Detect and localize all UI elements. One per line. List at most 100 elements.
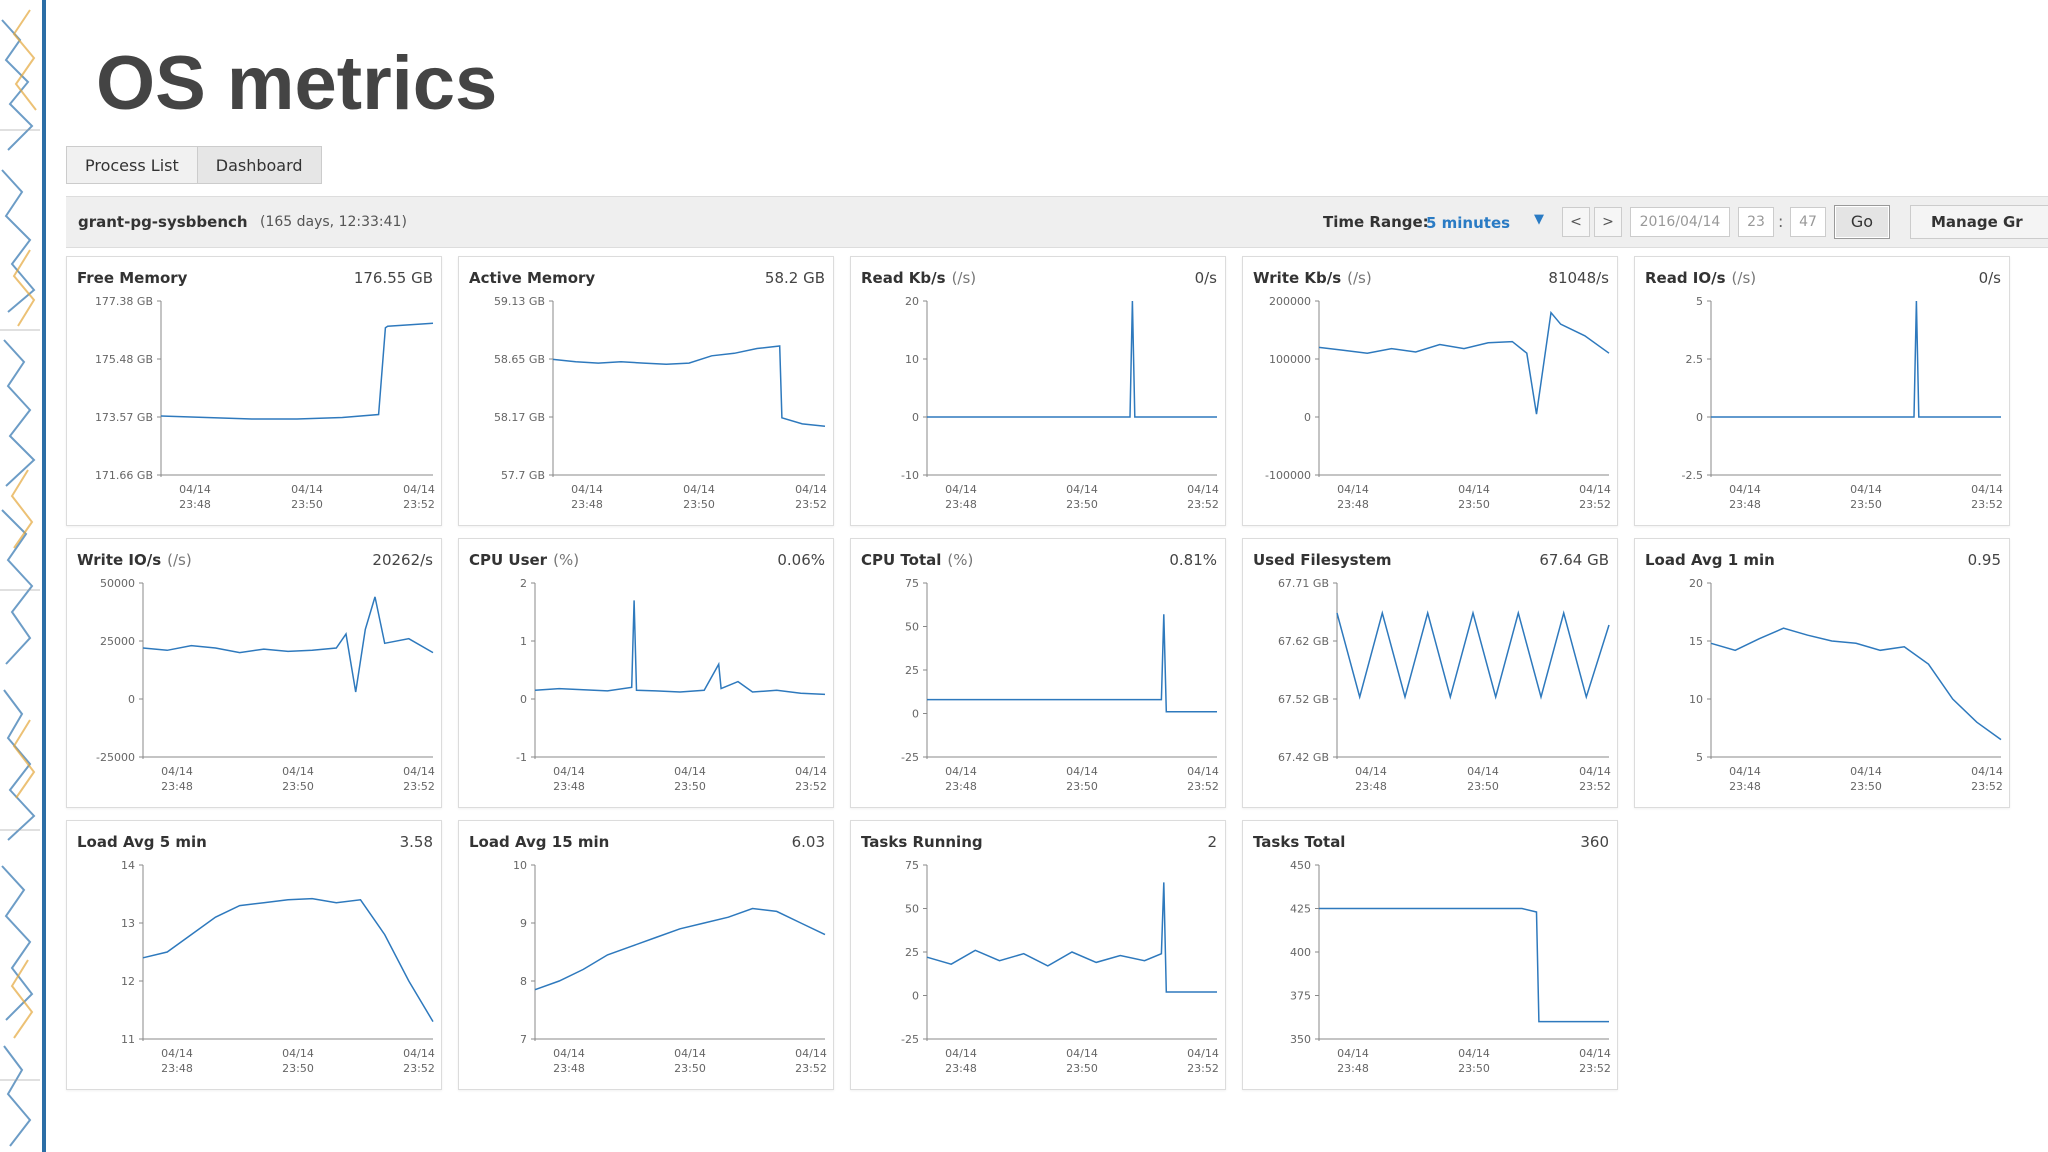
chart-unit: (/s) bbox=[1347, 269, 1372, 287]
chart-current-value: 0/s bbox=[1195, 269, 1218, 287]
y-tick-label: 25000 bbox=[100, 635, 135, 648]
minute-input[interactable]: 47 bbox=[1790, 207, 1826, 237]
tab-dashboard[interactable]: Dashboard bbox=[197, 146, 322, 184]
y-tick-label: -25 bbox=[901, 751, 919, 764]
chart-panel-active-memory[interactable]: Active Memory 58.2 GB 59.13 GB 58.65 GB 58.1… bbox=[458, 256, 834, 526]
x-tick-label: 04/14 23:52 bbox=[1579, 483, 1611, 511]
chart-panel-used-filesystem[interactable]: Used Filesystem 67.64 GB 67.71 GB 67.62 GB 6… bbox=[1242, 538, 1618, 808]
chart-current-value: 0.81% bbox=[1169, 551, 1217, 569]
chart-current-value: 0.95 bbox=[1968, 551, 2001, 569]
y-tick-label: 0 bbox=[912, 411, 919, 424]
x-tick-label: 04/14 23:48 bbox=[1337, 483, 1369, 511]
x-tick-label: 04/14 23:50 bbox=[291, 483, 323, 511]
x-tick-label: 04/14 23:48 bbox=[571, 483, 603, 511]
x-tick-label: 04/14 23:48 bbox=[945, 1047, 977, 1075]
series-line bbox=[1711, 300, 2001, 418]
chart-title: Load Avg 5 min bbox=[77, 833, 207, 851]
chart-title: CPU User (%) bbox=[469, 551, 579, 569]
chart-panel-write-io-s[interactable]: Write IO/s (/s) 20262/s 50000 25000 0 -25000 04… bbox=[66, 538, 442, 808]
x-tick-label: 04/14 23:48 bbox=[945, 483, 977, 511]
series-line bbox=[552, 345, 826, 428]
y-tick-label: 58.17 GB bbox=[494, 411, 545, 424]
x-tick-label: 04/14 23:52 bbox=[1971, 765, 2003, 793]
chart-write-kb-s: Write Kb/s (/s) 81048/s 200000 100000 0 -10000… bbox=[1253, 269, 1611, 511]
x-tick-label: 04/14 23:52 bbox=[1187, 1047, 1219, 1075]
y-tick-label: 450 bbox=[1290, 859, 1311, 872]
x-tick-label: 04/14 23:52 bbox=[1187, 483, 1219, 511]
x-tick-label: 04/14 23:50 bbox=[1850, 483, 1882, 511]
chart-title: Active Memory bbox=[469, 269, 595, 287]
y-tick-label: 15 bbox=[1689, 635, 1703, 648]
manage-graphs-button[interactable]: Manage Gr bbox=[1910, 205, 2048, 239]
series-line bbox=[534, 600, 826, 696]
tab-process-list[interactable]: Process List bbox=[66, 146, 198, 184]
metrics-grid: Free Memory 176.55 GB 177.38 GB 175.48 GB 17… bbox=[66, 256, 2018, 1090]
chart-current-value: 2 bbox=[1207, 833, 1217, 851]
chart-panel-load-avg-15-min[interactable]: Load Avg 15 min 6.03 10 9 8 7 04/14 23:48 04/14 2… bbox=[458, 820, 834, 1090]
x-tick-label: 04/14 23:52 bbox=[1579, 765, 1611, 793]
y-tick-label: 5 bbox=[1696, 295, 1703, 308]
next-range-button[interactable]: > bbox=[1594, 207, 1622, 237]
x-tick-label: 04/14 23:50 bbox=[683, 483, 715, 511]
chart-tasks-total: Tasks Total 360 450 425 400 375 350 04/14 23:48 0… bbox=[1253, 833, 1611, 1075]
chart-panel-cpu-total[interactable]: CPU Total (%) 0.81% 75 50 25 0 -25 04/14 23:48 04/… bbox=[850, 538, 1226, 808]
y-tick-label: 14 bbox=[121, 859, 135, 872]
time-range-dropdown[interactable]: 5 minutes bbox=[1426, 214, 1511, 232]
y-tick-label: 20 bbox=[905, 295, 919, 308]
chart-active-memory: Active Memory 58.2 GB 59.13 GB 58.65 GB 58.1… bbox=[469, 269, 827, 511]
previous-range-button[interactable]: < bbox=[1562, 207, 1590, 237]
y-tick-label: 20 bbox=[1689, 577, 1703, 590]
series-line bbox=[927, 614, 1217, 713]
series-line bbox=[142, 596, 434, 693]
y-tick-label: 50 bbox=[905, 903, 919, 916]
chart-title: CPU Total (%) bbox=[861, 551, 973, 569]
chart-current-value: 58.2 GB bbox=[765, 269, 825, 287]
x-tick-label: 04/14 23:48 bbox=[1729, 765, 1761, 793]
x-tick-label: 04/14 23:52 bbox=[795, 765, 827, 793]
chart-unit: (/s) bbox=[1732, 269, 1757, 287]
y-tick-label: 75 bbox=[905, 577, 919, 590]
y-tick-label: 200000 bbox=[1269, 295, 1311, 308]
chart-load-avg-15-min: Load Avg 15 min 6.03 10 9 8 7 04/14 23:48 04/14 2… bbox=[469, 833, 827, 1075]
time-separator: : bbox=[1778, 212, 1784, 231]
chart-panel-tasks-total[interactable]: Tasks Total 360 450 425 400 375 350 04/14 23:48 0… bbox=[1242, 820, 1618, 1090]
chart-panel-read-kb-s[interactable]: Read Kb/s (/s) 0/s 20 10 0 -10 04/14 23:48 04/14 2… bbox=[850, 256, 1226, 526]
chart-cpu-total: CPU Total (%) 0.81% 75 50 25 0 -25 04/14 23:48 04/… bbox=[861, 551, 1219, 793]
chart-current-value: 67.64 GB bbox=[1539, 551, 1609, 569]
chart-panel-load-avg-5-min[interactable]: Load Avg 5 min 3.58 14 13 12 11 04/14 23:48 04/1… bbox=[66, 820, 442, 1090]
chart-title: Free Memory bbox=[77, 269, 188, 287]
chart-unit: (%) bbox=[553, 551, 579, 569]
date-input[interactable]: 2016/04/14 bbox=[1630, 207, 1730, 237]
series-line bbox=[1318, 310, 1610, 415]
x-tick-label: 04/14 23:52 bbox=[795, 1047, 827, 1075]
chart-panel-tasks-running[interactable]: Tasks Running 2 75 50 25 0 -25 04/14 23:48 04/14 2… bbox=[850, 820, 1226, 1090]
chart-panel-free-memory[interactable]: Free Memory 176.55 GB 177.38 GB 175.48 GB 17… bbox=[66, 256, 442, 526]
y-tick-label: 59.13 GB bbox=[494, 295, 545, 308]
y-tick-label: -100000 bbox=[1265, 469, 1311, 482]
x-tick-label: 04/14 23:48 bbox=[179, 483, 211, 511]
chart-read-io-s: Read IO/s (/s) 0/s 5 2.5 0 -2.5 04/14 23:48 04/14… bbox=[1645, 269, 2003, 511]
y-tick-label: 10 bbox=[513, 859, 527, 872]
hour-input[interactable]: 23 bbox=[1738, 207, 1774, 237]
chart-title: Tasks Running bbox=[861, 833, 983, 851]
y-tick-label: -2.5 bbox=[1682, 469, 1703, 482]
chart-panel-load-avg-1-min[interactable]: Load Avg 1 min 0.95 20 15 10 5 04/14 23:48 04/14… bbox=[1634, 538, 2010, 808]
x-tick-label: 04/14 23:50 bbox=[1458, 1047, 1490, 1075]
x-tick-label: 04/14 23:48 bbox=[945, 765, 977, 793]
y-tick-label: 100000 bbox=[1269, 353, 1311, 366]
x-tick-label: 04/14 23:50 bbox=[674, 1047, 706, 1075]
chevron-down-icon[interactable]: ▼ bbox=[1534, 212, 1544, 227]
chart-panel-cpu-user[interactable]: CPU User (%) 0.06% 2 1 0 -1 04/14 23:48 04/14 23:5… bbox=[458, 538, 834, 808]
y-tick-label: 350 bbox=[1290, 1033, 1311, 1046]
chart-panel-read-io-s[interactable]: Read IO/s (/s) 0/s 5 2.5 0 -2.5 04/14 23:48 04/14… bbox=[1634, 256, 2010, 526]
page-title: OS metrics bbox=[96, 41, 498, 126]
y-tick-label: 10 bbox=[1689, 693, 1703, 706]
host-name: grant-pg-sysbbench bbox=[78, 213, 248, 231]
y-tick-label: 0 bbox=[912, 990, 919, 1003]
series-line bbox=[142, 897, 434, 1022]
chart-panel-write-kb-s[interactable]: Write Kb/s (/s) 81048/s 200000 100000 0 -10000… bbox=[1242, 256, 1618, 526]
y-tick-label: 25 bbox=[905, 946, 919, 959]
y-tick-label: 173.57 GB bbox=[95, 411, 153, 424]
x-tick-label: 04/14 23:52 bbox=[403, 765, 435, 793]
go-button[interactable]: Go bbox=[1834, 205, 1890, 239]
